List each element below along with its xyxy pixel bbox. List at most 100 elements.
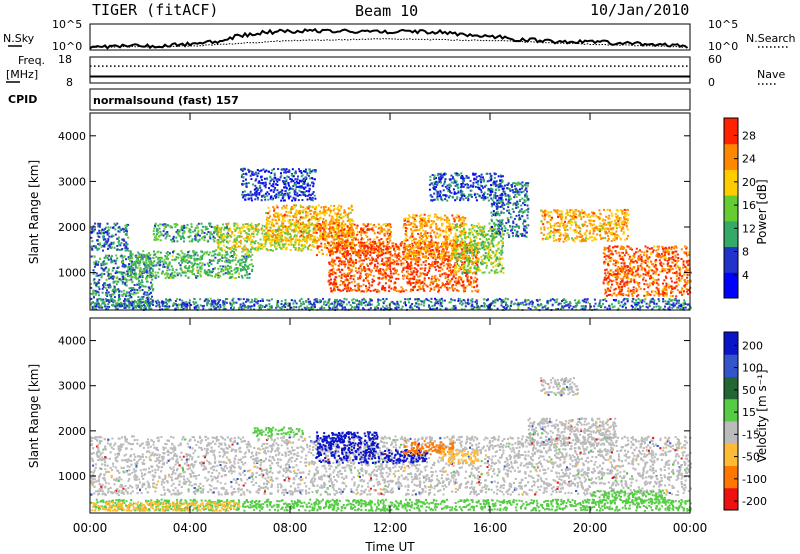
data-cell: [194, 262, 196, 265]
data-cell: [444, 234, 447, 237]
data-cell: [310, 248, 313, 251]
data-cell: [113, 287, 116, 290]
data-cell: [109, 226, 112, 229]
data-cell: [104, 231, 107, 234]
data-cell: [476, 264, 479, 267]
data-cell: [379, 247, 382, 250]
data-cell: [157, 260, 160, 263]
data-cell: [484, 233, 487, 236]
data-cell: [363, 231, 366, 234]
data-cell: [214, 256, 217, 259]
data-cell: [213, 226, 216, 229]
data-cell: [150, 267, 153, 270]
data-cell: [408, 281, 410, 284]
data-cell: [153, 227, 156, 230]
data-cell: [188, 264, 191, 267]
data-cell: [488, 238, 490, 241]
data-cell: [474, 242, 477, 245]
data-cell: [267, 229, 269, 232]
data-cell: [92, 245, 95, 248]
data-cell: [454, 272, 457, 275]
data-cell: [281, 231, 284, 233]
data-cell: [478, 242, 481, 245]
data-cell: [138, 273, 141, 276]
data-cell: [333, 285, 336, 288]
data-cell: [148, 267, 151, 270]
data-cell: [385, 251, 388, 254]
data-cell: [173, 223, 176, 226]
data-cell: [337, 224, 340, 227]
data-cell: [266, 217, 269, 220]
data-cell: [329, 287, 332, 290]
data-cell: [424, 238, 427, 241]
data-cell: [337, 244, 340, 247]
data-cell: [441, 243, 444, 246]
data-cell: [360, 259, 363, 262]
data-cell: [130, 287, 133, 289]
data-cell: [191, 272, 194, 275]
data-cell: [444, 284, 447, 287]
data-cell: [386, 249, 389, 252]
data-cell: [294, 242, 297, 245]
data-cell: [346, 250, 349, 252]
data-cell: [367, 280, 370, 282]
data-cell: [116, 288, 119, 291]
data-cell: [491, 250, 494, 253]
data-cell: [216, 240, 219, 243]
data-cell: [337, 256, 340, 259]
data-cell: [496, 202, 499, 204]
data-cell: [218, 247, 221, 250]
data-cell: [439, 275, 442, 277]
data-cell: [96, 290, 99, 293]
data-cell: [343, 228, 346, 231]
data-cell: [190, 225, 193, 228]
data-cell: [422, 247, 425, 250]
data-cell: [466, 246, 468, 249]
data-cell: [435, 244, 438, 247]
data-cell: [400, 290, 403, 293]
data-cell: [462, 263, 465, 265]
data-cell: [385, 245, 388, 247]
data-cell: [115, 259, 118, 262]
data-cell: [352, 234, 355, 237]
data-cell: [124, 265, 127, 268]
data-cell: [438, 217, 441, 220]
data-cell: [426, 256, 428, 259]
data-cell: [376, 265, 379, 268]
data-cell: [501, 241, 504, 244]
data-cell: [150, 260, 152, 263]
data-cell: [504, 184, 506, 187]
data-cell: [231, 250, 234, 253]
data-cell: [352, 232, 355, 235]
data-cell: [278, 232, 281, 235]
data-cell: [382, 223, 385, 226]
data-cell: [448, 270, 451, 272]
data-cell: [366, 264, 369, 267]
data-cell: [312, 217, 315, 220]
data-cell: [400, 262, 403, 265]
data-cell: [415, 279, 418, 282]
data-cell: [481, 258, 483, 261]
data-cell: [373, 265, 376, 268]
data-cell: [475, 269, 478, 272]
data-cell: [339, 244, 341, 246]
data-cell: [340, 247, 343, 250]
data-cell: [417, 275, 420, 278]
data-cell: [469, 244, 471, 247]
data-cell: [394, 250, 397, 253]
data-cell: [286, 238, 289, 241]
data-cell: [376, 289, 379, 291]
data-cell: [497, 247, 500, 250]
data-cell: [315, 214, 318, 217]
data-cell: [466, 252, 469, 255]
data-cell: [375, 269, 378, 272]
data-cell: [171, 226, 174, 229]
data-cell: [378, 232, 381, 235]
data-cell: [388, 246, 391, 249]
noise-right-tick-bottom: 10^0: [708, 40, 738, 53]
data-cell: [420, 246, 423, 249]
data-cell: [103, 273, 106, 276]
data-cell: [240, 268, 242, 271]
data-cell: [369, 251, 372, 253]
data-cell: [328, 228, 331, 230]
